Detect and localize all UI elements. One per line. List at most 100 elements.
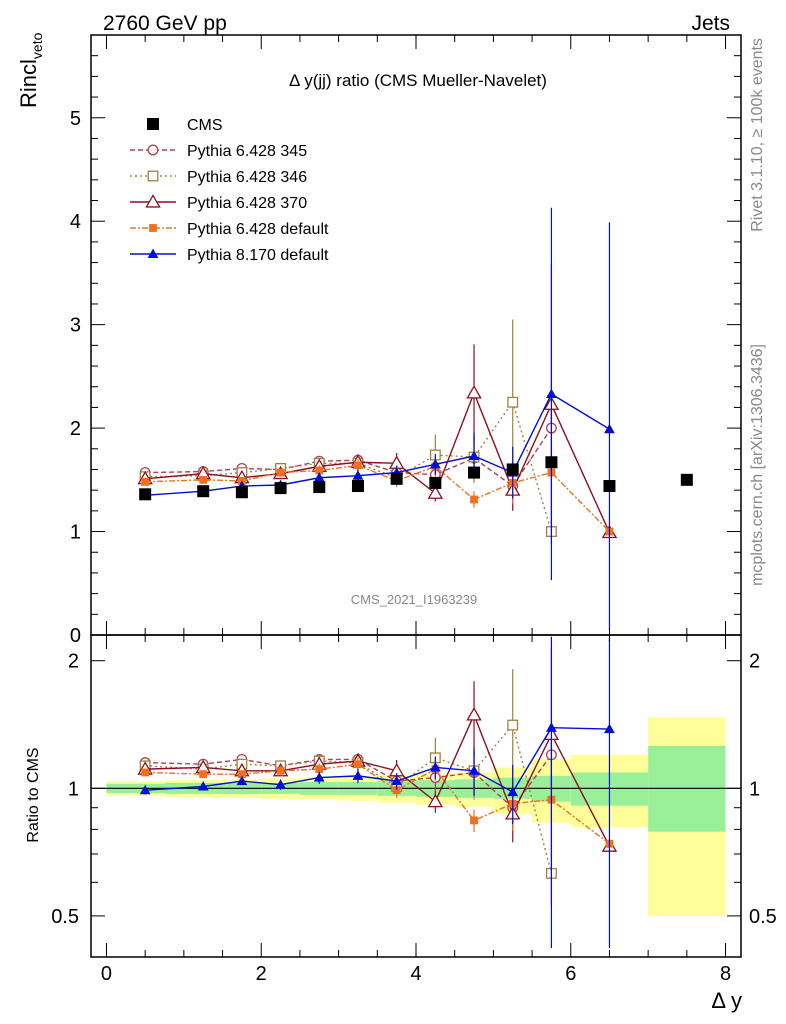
legend-label: CMS bbox=[187, 117, 223, 134]
series-marker bbox=[235, 486, 248, 499]
series-marker bbox=[468, 450, 480, 461]
series-marker bbox=[466, 385, 482, 399]
series-marker bbox=[141, 768, 150, 777]
series-marker bbox=[352, 770, 364, 780]
series-marker bbox=[147, 248, 159, 259]
ratio-y-tick-label-right: 0.5 bbox=[749, 906, 777, 928]
series-marker bbox=[313, 472, 325, 482]
ratio-y-tick-label-right: 2 bbox=[749, 651, 760, 673]
series-layer bbox=[137, 207, 618, 949]
x-tick-label: 6 bbox=[565, 963, 576, 985]
series-marker bbox=[429, 476, 442, 489]
legend-label: Pythia 6.428 346 bbox=[187, 169, 307, 186]
series-marker bbox=[507, 786, 519, 797]
axes-layer: 0 2 4 6 8 0 1 2 3 4 5 0.5 0.5 1 1 2 2 bbox=[51, 34, 777, 985]
series-marker bbox=[149, 224, 157, 232]
series-ratio-line bbox=[145, 726, 610, 793]
series-marker bbox=[199, 770, 208, 779]
series-marker bbox=[199, 475, 208, 484]
series-marker bbox=[236, 775, 248, 786]
series-marker bbox=[466, 707, 482, 721]
series-marker bbox=[313, 772, 325, 782]
series-marker bbox=[276, 468, 285, 477]
series-pythia-8-170-default bbox=[139, 207, 615, 949]
series-marker bbox=[147, 144, 159, 156]
legend-item: Pythia 6.428 346 bbox=[130, 169, 307, 186]
series-marker bbox=[468, 466, 481, 479]
series-marker bbox=[275, 779, 286, 789]
jets-label: Jets bbox=[691, 12, 730, 35]
series-marker bbox=[604, 423, 615, 434]
main-ylabel-sub: veto bbox=[29, 32, 45, 59]
legend-label: Pythia 8.170 default bbox=[187, 247, 329, 264]
y-tick-label: 1 bbox=[70, 522, 81, 544]
series-marker bbox=[604, 723, 615, 734]
mcplots-label: mcplots.cern.ch [arXiv:1306.3436] bbox=[749, 344, 766, 586]
series-marker bbox=[427, 485, 444, 499]
x-axis-label: Δ y bbox=[711, 988, 742, 1013]
x-tick-label: 2 bbox=[256, 963, 267, 985]
collision-label: 2760 GeV pp bbox=[103, 12, 227, 35]
series-marker bbox=[603, 480, 616, 493]
ratio-uncertainty-bands bbox=[106, 717, 726, 916]
legend-item: Pythia 6.428 345 bbox=[130, 143, 307, 160]
legend-item: Pythia 6.428 default bbox=[130, 221, 329, 238]
series-marker bbox=[145, 194, 161, 208]
series-marker bbox=[351, 480, 364, 493]
ratio-y-tick-label: 2 bbox=[68, 651, 79, 673]
series-marker bbox=[390, 472, 403, 485]
series-marker bbox=[546, 388, 557, 399]
series-marker bbox=[470, 495, 478, 504]
ratio-y-tick-label: 1 bbox=[68, 778, 79, 800]
legend-item: Pythia 6.428 370 bbox=[130, 194, 307, 212]
series-marker bbox=[237, 770, 246, 779]
main-ylabel-text: Rinclveto bbox=[16, 32, 45, 108]
series-marker bbox=[147, 170, 159, 182]
series-ratio-line bbox=[145, 754, 552, 809]
series-line bbox=[145, 427, 552, 488]
series-marker bbox=[139, 488, 152, 501]
series-marker bbox=[429, 458, 441, 469]
y-tick-label: 5 bbox=[70, 108, 81, 130]
series-line bbox=[145, 400, 553, 532]
x-tick-label: 0 bbox=[101, 963, 112, 985]
series-marker bbox=[313, 481, 326, 494]
series-marker bbox=[354, 461, 362, 470]
series-line bbox=[145, 464, 610, 533]
analysis-watermark: CMS_2021_I1963239 bbox=[351, 592, 478, 607]
series-marker bbox=[274, 482, 287, 495]
series-marker bbox=[139, 784, 151, 795]
legend: CMS Pythia 6.428 345 Pythia 6.428 346 Pythi… bbox=[130, 117, 329, 264]
series-marker bbox=[507, 396, 519, 408]
ratio-y-tick-label-right: 1 bbox=[749, 778, 760, 800]
series-marker bbox=[391, 775, 403, 786]
series-marker bbox=[197, 781, 209, 791]
series-line bbox=[145, 391, 611, 533]
series-marker bbox=[507, 719, 519, 731]
main-ylabel-base: Rincl bbox=[16, 59, 41, 108]
x-tick-label: 4 bbox=[410, 963, 421, 985]
series-ratio-line bbox=[145, 713, 611, 847]
series-marker bbox=[680, 473, 693, 486]
legend-item: Pythia 8.170 default bbox=[130, 247, 329, 264]
y-tick-label: 3 bbox=[70, 315, 81, 337]
y-tick-label: 4 bbox=[70, 211, 81, 233]
series-marker bbox=[468, 765, 480, 775]
series-marker bbox=[429, 762, 441, 772]
series-marker bbox=[392, 786, 401, 795]
legend-label: Pythia 6.428 370 bbox=[187, 195, 307, 212]
y-tick-label: 2 bbox=[70, 418, 81, 440]
legend-label: Pythia 6.428 345 bbox=[187, 143, 307, 160]
legend-item-cms: CMS bbox=[147, 117, 223, 134]
ratio-y-tick-label: 0.5 bbox=[51, 906, 79, 928]
x-tick-label: 8 bbox=[720, 963, 731, 985]
series-marker bbox=[315, 466, 324, 475]
series-marker bbox=[141, 477, 150, 486]
series-marker bbox=[470, 816, 478, 825]
legend-label: Pythia 6.428 default bbox=[187, 221, 329, 238]
series-marker bbox=[427, 793, 444, 808]
ratio-ylabel: Ratio to CMS bbox=[25, 747, 42, 842]
series-ratio-line bbox=[145, 763, 610, 845]
main-ylabel: Rinclveto bbox=[16, 32, 45, 108]
